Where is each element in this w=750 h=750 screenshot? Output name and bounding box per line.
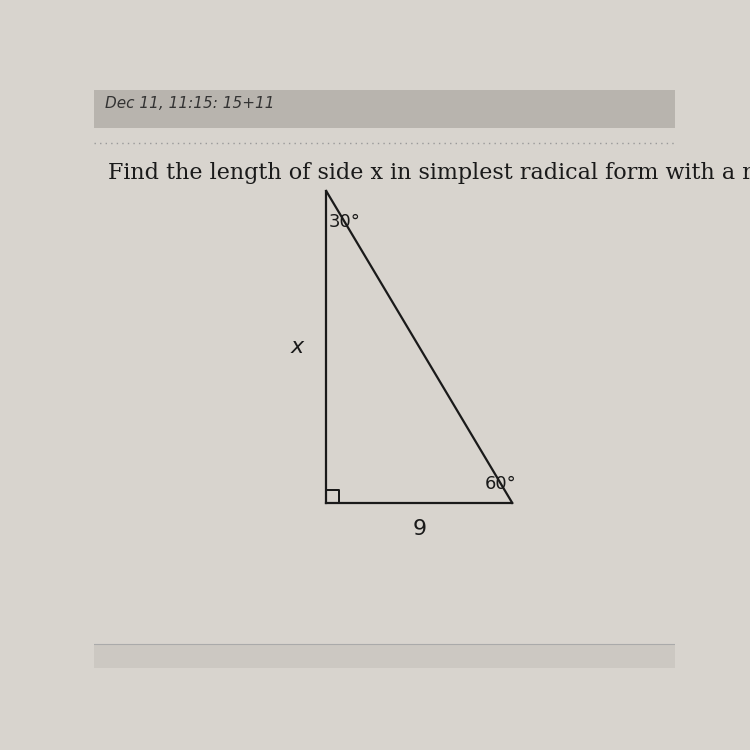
Text: Dec 11, 11:15: 15+11: Dec 11, 11:15: 15+11: [105, 96, 274, 111]
Text: 60°: 60°: [484, 475, 516, 493]
Text: 30°: 30°: [329, 213, 361, 231]
Bar: [94, 644, 675, 668]
Text: Find the length of side x in simplest radical form with a r: Find the length of side x in simplest ra…: [108, 162, 750, 184]
Text: 9: 9: [413, 519, 426, 539]
Text: x: x: [291, 337, 304, 357]
Bar: [94, 90, 675, 128]
